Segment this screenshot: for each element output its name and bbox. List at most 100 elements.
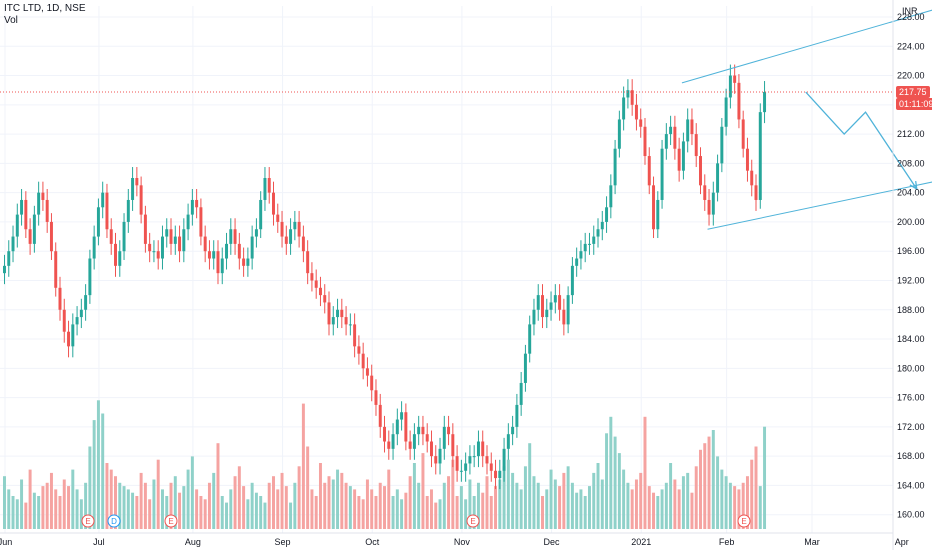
candle-body xyxy=(660,148,664,200)
volume-bar xyxy=(647,486,651,529)
volume-bar xyxy=(613,436,617,529)
volume-bar xyxy=(353,489,357,529)
price-axis[interactable]: INR228.00224.00220.00216.00212.00208.002… xyxy=(892,0,925,550)
candle-body xyxy=(62,309,66,332)
volume-bar xyxy=(562,472,566,529)
volume-bar xyxy=(114,476,117,529)
volume-bar xyxy=(652,492,656,529)
badge-letter: E xyxy=(470,517,475,526)
candle-body xyxy=(622,97,626,120)
volume-bar xyxy=(468,479,472,529)
volume-bar xyxy=(451,459,455,529)
candle-body xyxy=(88,258,92,296)
candle-body xyxy=(451,434,455,457)
candle-body xyxy=(664,134,668,149)
volume-bar xyxy=(24,502,28,529)
candle-body xyxy=(314,280,318,288)
volume-bar xyxy=(703,443,707,529)
volume-bar xyxy=(323,482,327,529)
candle-body xyxy=(67,331,71,347)
candle-body xyxy=(485,456,489,464)
volume-bar xyxy=(67,486,71,529)
candle-body xyxy=(173,236,177,244)
grid-lines xyxy=(0,6,893,533)
price-tick-label: 160.00 xyxy=(897,510,925,520)
candle-body xyxy=(408,441,412,449)
candle-body xyxy=(643,126,647,157)
volume-bar xyxy=(361,499,365,529)
volume-bar xyxy=(122,486,126,529)
volume-bar xyxy=(745,476,749,529)
candle-body xyxy=(353,324,357,347)
candle-body xyxy=(20,199,24,215)
symbol-title[interactable]: ITC LTD, 1D, NSE xyxy=(4,3,86,14)
volume-bar xyxy=(430,489,433,529)
candle-body xyxy=(763,92,767,113)
candle-body xyxy=(579,251,583,259)
volume-bar xyxy=(152,479,156,529)
candle-body xyxy=(32,214,36,244)
volume-bar xyxy=(404,492,408,529)
volume-bar xyxy=(434,502,438,529)
volume-bar xyxy=(459,486,463,529)
candle-body xyxy=(387,441,391,449)
earnings-badge[interactable]: E xyxy=(164,514,178,528)
candle-body xyxy=(400,412,404,420)
candle-body xyxy=(609,185,613,208)
volume-indicator-label[interactable]: Vol xyxy=(4,15,18,26)
volume-bar xyxy=(139,472,143,529)
candle-body xyxy=(656,199,660,230)
earnings-badge[interactable]: E xyxy=(737,514,751,528)
candle-body xyxy=(481,441,485,457)
candle-body xyxy=(430,441,433,457)
volume-bar xyxy=(336,469,340,529)
volume-bar xyxy=(314,496,318,529)
volume-bar xyxy=(634,479,638,529)
volume-bar xyxy=(49,472,53,529)
price-tick-label: 172.00 xyxy=(897,422,925,432)
candle-body xyxy=(724,97,728,127)
price-tick-label: 212.00 xyxy=(897,129,925,139)
candle-body xyxy=(225,243,229,259)
volume-bar xyxy=(596,463,600,529)
dividend-badge[interactable]: D xyxy=(107,514,121,528)
volume-bar xyxy=(301,403,305,529)
volume-bar xyxy=(310,489,314,529)
volume-bar xyxy=(579,489,583,529)
volume-bar xyxy=(481,492,485,529)
volume-bar xyxy=(233,476,237,529)
volume-bar xyxy=(318,463,322,529)
time-axis[interactable]: Jun Jul Aug Sep Oct Nov Dec 2021 Feb Mar Apr xyxy=(0,532,909,547)
volume-bar xyxy=(600,479,604,529)
candle-body xyxy=(541,295,544,318)
candle-body xyxy=(15,214,19,237)
volume-bar xyxy=(365,479,369,529)
volume-bar xyxy=(306,446,310,529)
time-tick-label: Aug xyxy=(185,537,201,547)
volume-bar xyxy=(254,492,258,529)
volume-bar xyxy=(741,482,745,529)
earnings-badge[interactable]: E xyxy=(81,514,95,528)
volume-bar xyxy=(32,492,36,529)
volume-bar xyxy=(182,486,186,529)
candle-body xyxy=(472,456,476,458)
volume-bar xyxy=(229,489,233,529)
candle-body xyxy=(699,156,702,186)
volume-bar xyxy=(237,466,241,529)
volume-bar xyxy=(225,502,229,529)
badge-letter: D xyxy=(111,517,117,526)
volume-bar xyxy=(199,496,203,529)
candle-body xyxy=(498,470,502,479)
volume-bar xyxy=(118,482,122,529)
candle-body xyxy=(630,90,634,105)
volume-bar xyxy=(207,482,211,529)
volume-bar xyxy=(622,469,626,529)
volume-bar xyxy=(438,499,442,529)
volume-bar xyxy=(297,466,301,529)
volume-bar xyxy=(617,453,621,529)
earnings-badge[interactable]: E xyxy=(466,514,480,528)
candle-body xyxy=(24,199,28,230)
candle-body xyxy=(647,156,651,186)
